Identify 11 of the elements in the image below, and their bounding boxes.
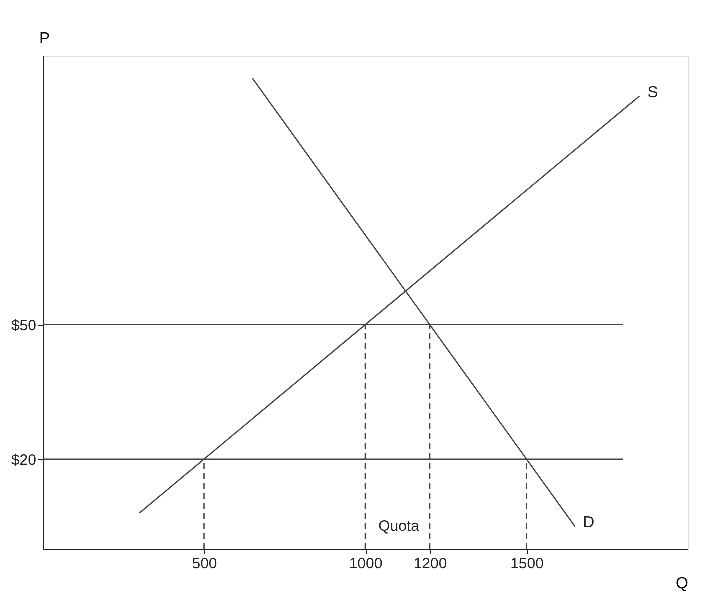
- x-tick-label: 1500: [510, 556, 544, 572]
- y-tick-label: $20: [11, 452, 36, 469]
- annotation: Quota: [378, 518, 420, 535]
- x-tick-label: 500: [192, 556, 218, 572]
- y-axis-title: P: [40, 30, 50, 48]
- y-tick-label: $50: [11, 317, 36, 334]
- series-label: S: [648, 84, 658, 102]
- x-axis-title: Q: [676, 576, 688, 592]
- series-label: D: [583, 514, 595, 532]
- x-tick-label: 1200: [414, 556, 448, 572]
- x-tick-label: 1000: [349, 556, 383, 572]
